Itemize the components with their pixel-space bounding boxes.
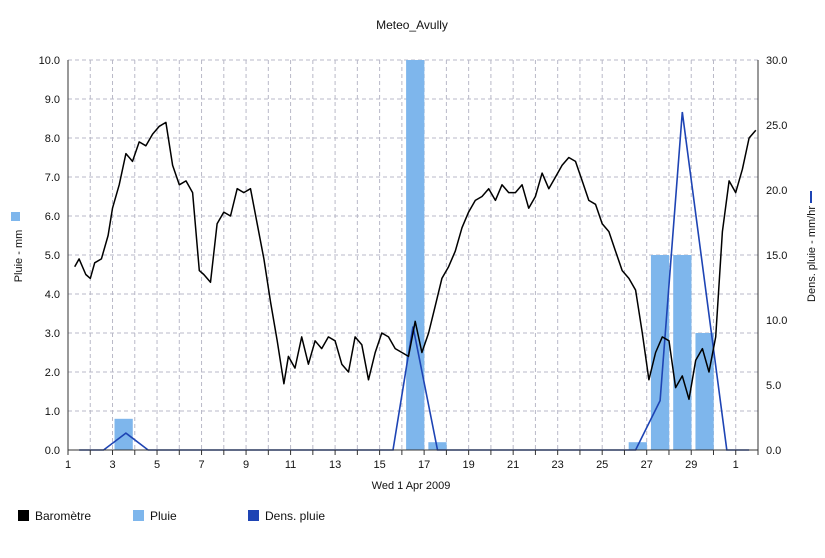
- y-right-tick-label: 25.0: [766, 120, 787, 132]
- y-left-tick-label: 1.0: [45, 406, 60, 418]
- barometre-line: [74, 121, 757, 401]
- y-left-tick-label: 9.0: [45, 94, 60, 106]
- x-tick-label: 23: [552, 459, 564, 471]
- y-left-tick-label: 10.0: [39, 55, 60, 67]
- x-tick-label: 25: [596, 459, 608, 471]
- y-axis-right-label: Dens. pluie - mm/hr: [806, 206, 818, 302]
- plot-frame: [67, 60, 759, 455]
- legend-label-dens-pluie: Dens. pluie: [265, 509, 326, 523]
- y-right-tick-label: 20.0: [766, 185, 787, 197]
- y-left-tick-label: 2.0: [45, 367, 60, 379]
- y-left-tick-label: 7.0: [45, 172, 60, 184]
- legend-label-pluie: Pluie: [150, 509, 177, 523]
- y-left-tick-label: 3.0: [45, 328, 60, 340]
- x-tick-label: 7: [198, 459, 204, 471]
- x-tick-label: 15: [373, 459, 385, 471]
- dens-pluie-line: [79, 111, 750, 451]
- y-right-tick-label: 5.0: [766, 380, 781, 392]
- legend-item-dens-pluie: Dens. pluie: [248, 509, 325, 523]
- x-tick-label: 29: [685, 459, 697, 471]
- y-right-tick-label: 0.0: [766, 445, 781, 457]
- pluie-bar: [673, 255, 692, 450]
- legend-swatch-dens-pluie: [248, 510, 259, 521]
- tick-labels: 0.0 1.0 2.0 3.0 4.0 5.0 6.0 7.0 8.0 9.0 10.0 0.0 5.0…: [39, 55, 788, 471]
- legend-item-barometre: Baromètre: [18, 509, 91, 523]
- x-tick-label: 1: [65, 459, 71, 471]
- pluie-bars: [114, 60, 714, 450]
- x-tick-label: 1: [733, 459, 739, 471]
- x-tick-label: 11: [285, 459, 296, 471]
- y-left-tick-label: 6.0: [45, 211, 60, 223]
- y-left-tick-label: 0.0: [45, 445, 60, 457]
- x-tick-label: 27: [641, 459, 653, 471]
- legend-swatch-pluie: [133, 510, 144, 521]
- chart-lines: [74, 111, 757, 451]
- legend-swatch-barometre: [18, 510, 29, 521]
- chart-title: Meteo_Avully: [376, 18, 448, 32]
- y-axis-left-swatch: [11, 212, 20, 221]
- legend-label-barometre: Baromètre: [35, 509, 92, 523]
- y-right-tick-label: 30.0: [766, 55, 787, 67]
- legend-item-pluie: Pluie: [133, 509, 177, 523]
- x-tick-label: 13: [329, 459, 341, 471]
- x-tick-label: 21: [507, 459, 519, 471]
- pluie-bar: [695, 333, 714, 450]
- x-axis-label: Wed 1 Apr 2009: [372, 480, 451, 492]
- x-tick-label: 3: [109, 459, 115, 471]
- pluie-bar: [406, 60, 425, 450]
- x-tick-label: 17: [418, 459, 430, 471]
- x-tick-label: 9: [243, 459, 249, 471]
- y-right-tick-label: 10.0: [766, 315, 787, 327]
- y-left-tick-label: 4.0: [45, 289, 60, 301]
- y-left-tick-label: 5.0: [45, 250, 60, 262]
- y-right-tick-label: 15.0: [766, 250, 787, 262]
- y-axis-left-label: Pluie - mm: [13, 230, 25, 283]
- y-left-tick-label: 8.0: [45, 133, 60, 145]
- x-tick-label: 5: [154, 459, 160, 471]
- x-tick-label: 19: [463, 459, 475, 471]
- pluie-bar: [650, 255, 670, 450]
